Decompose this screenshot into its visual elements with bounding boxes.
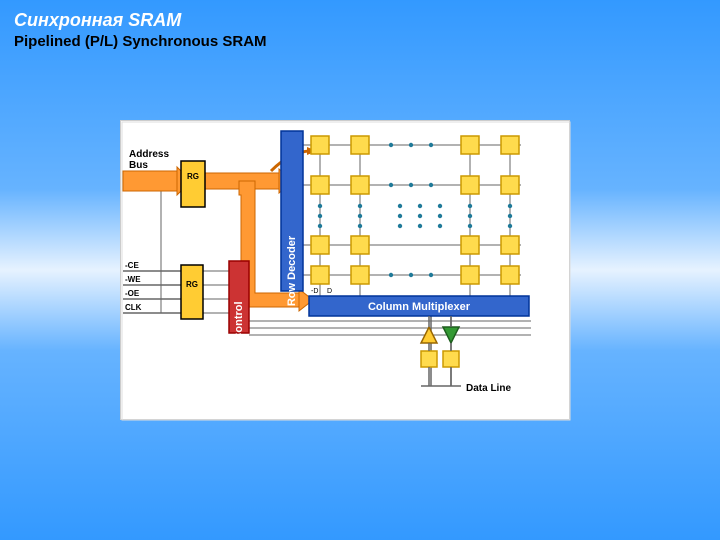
svg-text:-OE: -OE [125,289,140,298]
svg-text:-CE: -CE [125,261,139,270]
svg-text:Row Decoder: Row Decoder [286,235,298,306]
svg-text:AddressBus: AddressBus [129,149,169,171]
sram-diagram: -CE -WE -OE CLK RG AddressBus RG Control Row Dec… [120,120,570,420]
svg-text:D: D [327,288,332,295]
svg-text:CLK: CLK [125,303,142,312]
svg-text:RG: RG [186,280,198,289]
svg-text:-D: -D [311,288,318,295]
svg-text:Control: Control [233,301,245,340]
svg-text:Data Line: Data Line [466,383,511,394]
sram-block-diagram: -CE -WE -OE CLK RG AddressBus RG Control Row Dec… [121,121,571,421]
slide-title: Синхронная SRAM [0,0,720,33]
svg-text:Column Multiplexer: Column Multiplexer [368,301,471,313]
svg-text:RG: RG [187,172,199,181]
svg-text:-WE: -WE [125,275,141,284]
slide-subtitle: Pipelined (P/L) Synchronous SRAM [0,33,720,50]
